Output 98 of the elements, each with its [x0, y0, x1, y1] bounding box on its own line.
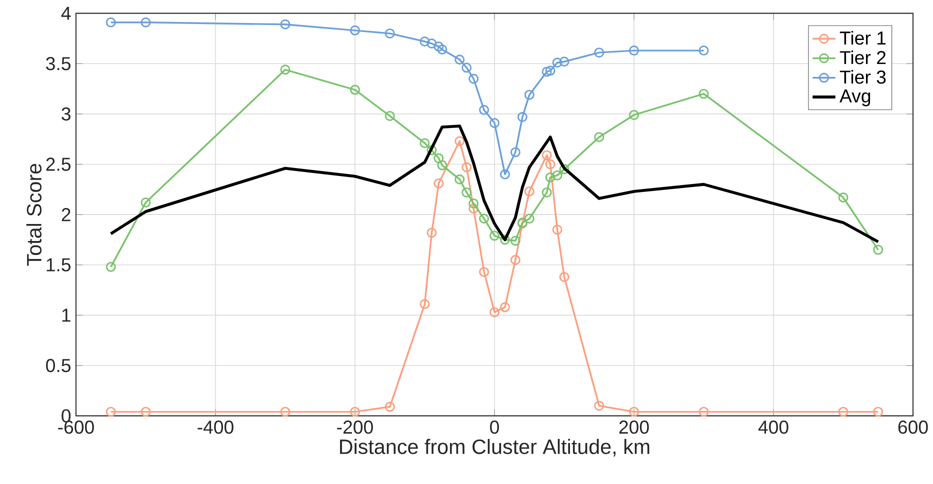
point [350, 26, 360, 36]
point [838, 192, 848, 203]
legend-label: Tier 2 [840, 50, 886, 64]
point [500, 234, 510, 245]
point [462, 188, 472, 198]
point [542, 188, 552, 198]
point [559, 272, 570, 282]
point [106, 17, 116, 28]
x-tick-label: 600 [898, 420, 928, 434]
point [437, 160, 448, 170]
point [524, 214, 534, 224]
point [426, 145, 437, 156]
point [426, 38, 437, 49]
legend-label: Avg [840, 90, 870, 106]
x-tick-label: -200 [337, 420, 373, 434]
y-tick-label: 0.5 [46, 358, 70, 372]
point [106, 406, 116, 417]
point [280, 19, 290, 30]
x-tick-label: 400 [758, 420, 788, 434]
y-axis-title: Total Score [26, 164, 42, 266]
point [510, 147, 520, 158]
x-tick-label: -600 [58, 420, 94, 434]
point [479, 214, 490, 224]
point [454, 54, 465, 65]
point [384, 111, 395, 122]
point [500, 302, 510, 312]
point [594, 132, 604, 142]
point [552, 224, 562, 235]
point [462, 62, 472, 73]
point [524, 186, 534, 197]
point [140, 17, 151, 28]
y-tick-label: 1 [62, 308, 70, 322]
point [454, 136, 465, 146]
point [490, 230, 500, 241]
point [510, 236, 520, 246]
point [629, 46, 639, 56]
x-tick-label: -400 [198, 420, 234, 434]
line-series [109, 124, 880, 244]
point [490, 307, 500, 318]
point [552, 170, 562, 180]
y-tick-label: 2.5 [46, 158, 70, 171]
point [629, 406, 639, 417]
point [140, 406, 151, 417]
point [629, 110, 639, 120]
y-tick-label: 3.5 [46, 57, 70, 70]
y-tick-label: 2 [62, 208, 70, 222]
point [594, 400, 604, 411]
point [552, 58, 562, 68]
point [462, 162, 472, 172]
x-tick-label: 0 [490, 420, 499, 434]
point [698, 46, 709, 56]
point [698, 406, 709, 417]
point [468, 74, 479, 84]
point [559, 164, 570, 174]
point [420, 36, 430, 47]
point [280, 406, 290, 417]
point [420, 299, 430, 310]
point [594, 48, 604, 58]
point [479, 105, 490, 116]
y-tick-label: 4 [61, 7, 71, 20]
point [838, 406, 848, 417]
point [500, 169, 510, 180]
point [140, 198, 151, 208]
point [873, 244, 884, 255]
legend-label: Tier 3 [840, 70, 886, 84]
point [873, 406, 884, 417]
point [350, 84, 360, 95]
point [542, 150, 552, 160]
x-axis-title: Distance from Cluster Altitude, km [340, 439, 650, 457]
point [420, 138, 430, 148]
point [468, 204, 479, 214]
legend-label: Tier 1 [840, 31, 886, 45]
point [510, 254, 520, 265]
point [384, 402, 395, 412]
point [454, 174, 465, 184]
y-tick-label: 1.5 [46, 258, 70, 272]
point [280, 64, 290, 75]
point [524, 90, 534, 100]
point [426, 228, 437, 238]
point [437, 44, 448, 55]
point [479, 267, 490, 278]
point [542, 66, 552, 77]
point [106, 262, 116, 272]
point [350, 406, 360, 417]
point [384, 28, 395, 39]
point [545, 172, 556, 182]
point [545, 66, 556, 76]
point [698, 88, 709, 99]
point [434, 153, 444, 164]
y-tick-label: 3 [62, 107, 70, 121]
point [517, 112, 528, 122]
point [434, 42, 444, 52]
point [559, 56, 570, 67]
point [490, 118, 500, 128]
point [545, 159, 556, 170]
point [434, 178, 444, 188]
x-tick-label: 200 [619, 420, 649, 434]
point [468, 198, 479, 209]
